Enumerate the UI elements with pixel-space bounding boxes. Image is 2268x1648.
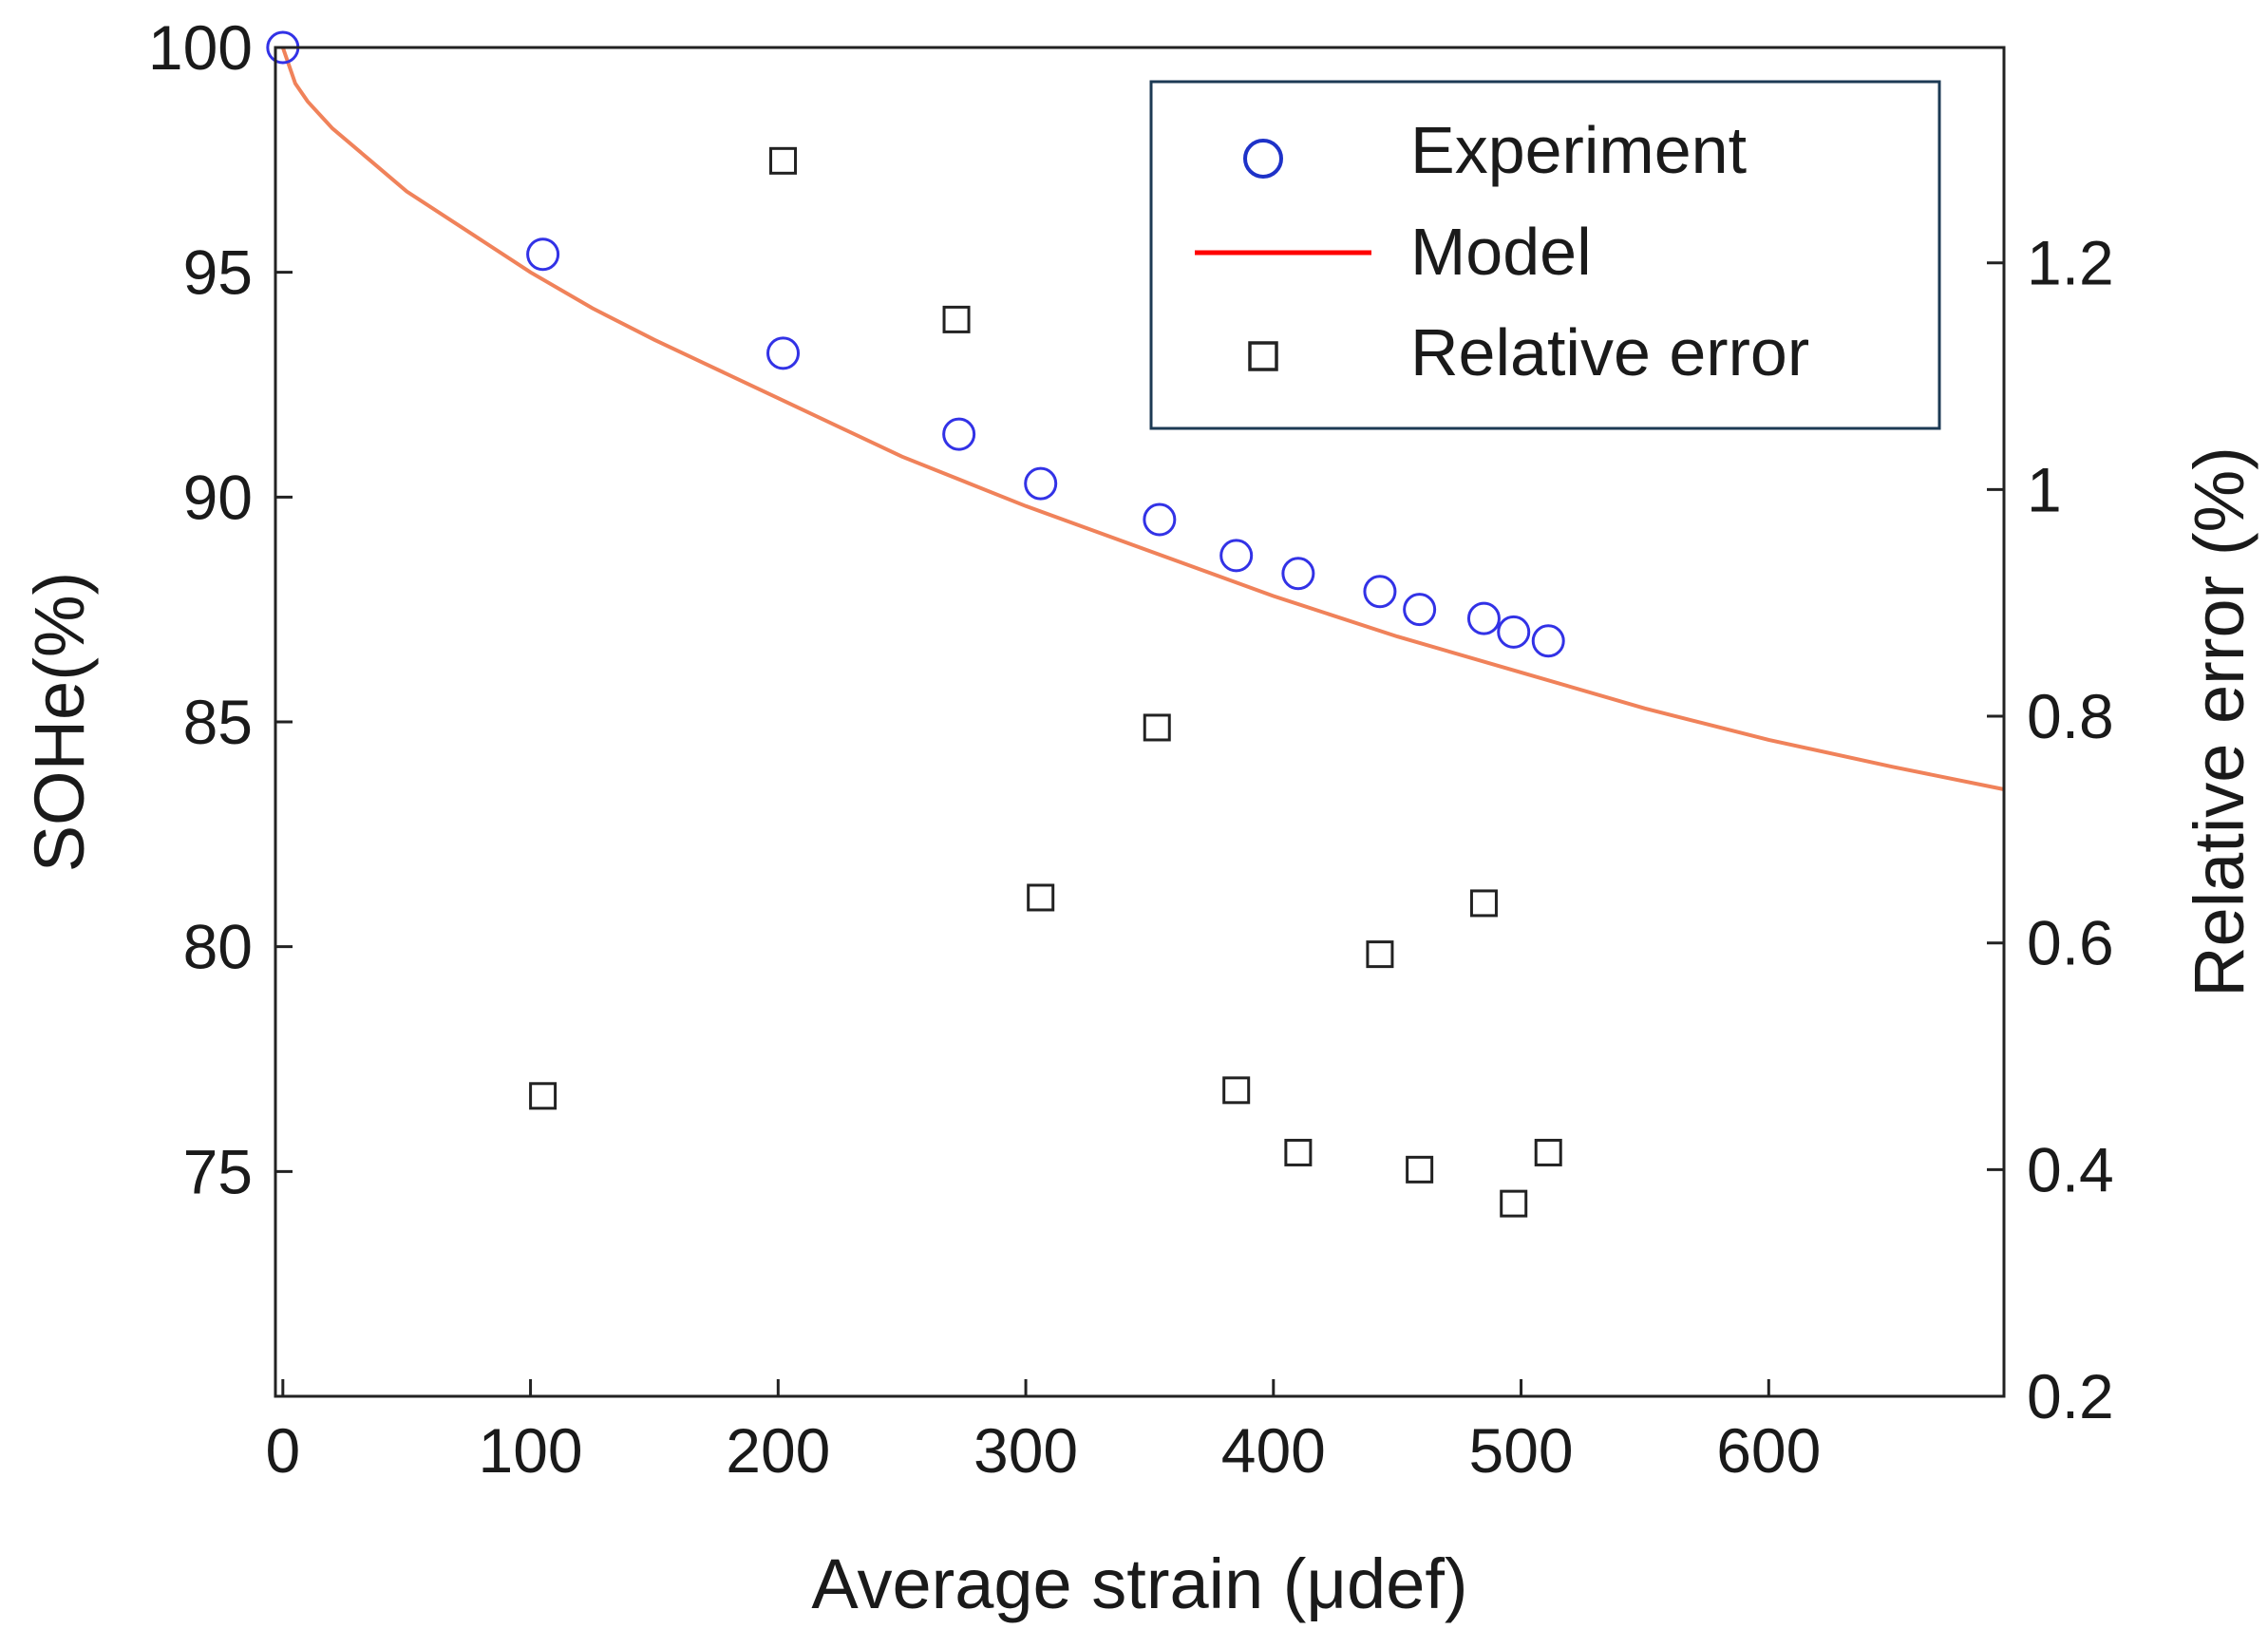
relative-error-point: [1500, 1189, 1528, 1218]
relative-error-point: [1534, 1138, 1562, 1166]
relative-error-point: [1406, 1155, 1434, 1184]
x-tick-label: 200: [726, 1415, 830, 1486]
y2-tick-label: 1.2: [2027, 228, 2114, 298]
x-tick-label: 500: [1468, 1415, 1573, 1486]
x-tick-label: 100: [479, 1415, 583, 1486]
model-line-layer: [280, 47, 2005, 791]
experiment-point: [1497, 615, 1531, 649]
x-tick-label: 0: [265, 1415, 300, 1486]
y-tick-label: 75: [183, 1136, 253, 1206]
y2-axis-ticks: 0.2 0.4 0.6 0.8 1 1.2: [1987, 228, 2114, 1431]
x-tick-label: 400: [1221, 1415, 1326, 1486]
x-axis-ticks: 0 100 200 300 400 500 600: [265, 1379, 1821, 1486]
y-tick-label: 80: [183, 912, 253, 982]
relative-error-point: [1143, 713, 1171, 742]
experiment-point: [1143, 502, 1177, 537]
y-tick-label: 95: [183, 237, 253, 308]
y-tick-label: 85: [183, 687, 253, 757]
relative-error-point: [769, 146, 798, 175]
experiment-point: [1531, 624, 1565, 658]
experiment-point: [1281, 557, 1315, 591]
experiment-point: [1024, 466, 1058, 501]
experiment-point: [526, 237, 560, 272]
x-tick-label: 600: [1716, 1415, 1821, 1486]
legend-experiment-label: Experiment: [1410, 113, 1747, 187]
legend-error-label: Relative error: [1410, 315, 1809, 389]
y2-tick-label: 0.6: [2027, 908, 2114, 978]
relative-error-point: [1284, 1138, 1313, 1166]
y-axis-ticks: 75 80 85 90 95 100: [148, 12, 293, 1206]
relative-error-point: [942, 305, 971, 333]
relative-error-point: [1469, 889, 1498, 918]
y-tick-label: 100: [148, 12, 253, 83]
relative-error-point: [1222, 1076, 1251, 1105]
relative-error-point: [1027, 883, 1055, 912]
y2-tick-label: 0.4: [2027, 1134, 2114, 1204]
y-tick-label: 90: [183, 462, 253, 532]
relative-error-point: [1366, 940, 1394, 969]
experiment-point: [942, 417, 976, 451]
experiment-point: [1466, 601, 1501, 635]
x-tick-label: 300: [973, 1415, 1078, 1486]
relative-error-point: [529, 1082, 558, 1110]
x-axis-title: Average strain (μdef): [811, 1544, 1467, 1623]
experiment-point: [1219, 539, 1254, 573]
legend: Experiment Model Relative error: [1149, 80, 1941, 430]
legend-model-label: Model: [1410, 215, 1592, 289]
legend-error-marker: [1248, 341, 1278, 371]
y2-tick-label: 0.2: [2027, 1361, 2114, 1431]
experiment-point: [1363, 575, 1397, 609]
error-markers-layer: [529, 146, 1562, 1218]
y-axis-title: SOHe(%): [20, 572, 99, 873]
legend-experiment-marker: [1243, 139, 1283, 179]
y2-tick-label: 0.8: [2027, 681, 2114, 751]
y2-axis-title: Relative error (%): [2180, 446, 2259, 997]
experiment-point: [1403, 593, 1437, 627]
model-line: [280, 47, 2005, 791]
y2-tick-label: 1: [2027, 454, 2062, 524]
experiment-point: [766, 336, 801, 370]
